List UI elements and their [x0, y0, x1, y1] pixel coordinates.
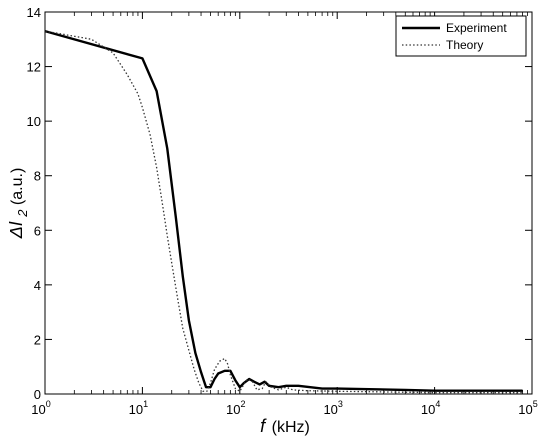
y-axis-unit: (a.u.) [9, 168, 26, 205]
y-tick-label-7: 14 [27, 5, 41, 20]
x-tick-label-2: 102 [226, 399, 245, 417]
y-tick-label-4: 8 [34, 169, 41, 184]
y-tick-label-0: 0 [34, 387, 41, 402]
plot-frame [44, 11, 533, 395]
x-axis-symbol: f [260, 416, 267, 436]
x-tick-label-4: 104 [421, 399, 440, 417]
y-tick-label-3: 6 [34, 223, 41, 238]
series-line-experiment [44, 29, 523, 392]
y-tick-label-5: 10 [27, 114, 41, 129]
y-tick-label-1: 2 [34, 332, 41, 347]
y-tick-labels: 0 2 4 6 8 10 12 14 [27, 5, 41, 402]
y-axis-subscript: 2 [15, 209, 30, 218]
series-line-theory [44, 30, 523, 394]
y-tick-label-6: 12 [27, 60, 41, 75]
x-tick-label-1: 101 [129, 399, 148, 417]
axis-ticks [44, 11, 533, 395]
legend-label-experiment: Experiment [446, 21, 507, 35]
y-axis-label: ΔI 2 (a.u.) [6, 168, 31, 240]
legend-label-theory: Theory [446, 38, 483, 52]
x-tick-labels: 100 101 102 103 104 105 [31, 399, 537, 417]
plot-series [44, 29, 523, 394]
x-tick-label-5: 105 [518, 399, 537, 417]
y-tick-label-2: 4 [34, 278, 41, 293]
x-axis-label: f (kHz) [260, 416, 310, 436]
y-axis-symbol: ΔI [6, 221, 26, 239]
x-tick-label-3: 103 [323, 399, 342, 417]
x-tick-label-0: 100 [31, 399, 50, 417]
legend-box [395, 15, 527, 57]
legend: Experiment Theory [395, 15, 527, 57]
x-axis-unit: (kHz) [272, 419, 310, 436]
